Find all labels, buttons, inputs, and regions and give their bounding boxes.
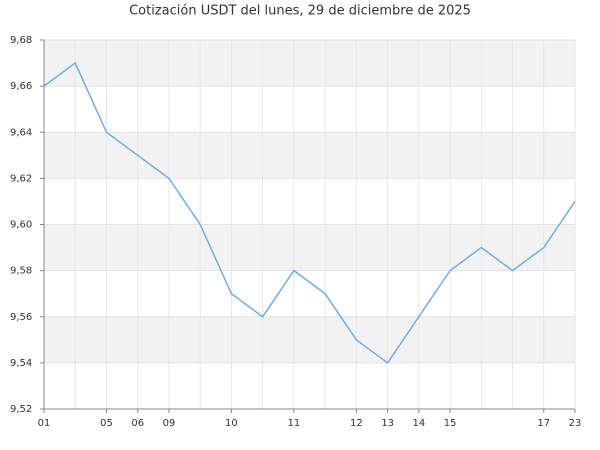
x-tick-label: 14 <box>412 418 425 429</box>
chart-title: Cotización USDT del lunes, 29 de diciemb… <box>129 4 471 19</box>
grid-band <box>44 316 575 363</box>
x-tick-label: 06 <box>131 418 144 429</box>
y-tick-label: 9,52 <box>10 404 32 415</box>
x-tick-label: 09 <box>163 418 176 429</box>
y-tick-label: 9,56 <box>10 312 32 323</box>
y-tick-label: 9,66 <box>10 81 32 92</box>
x-tick-label: 05 <box>100 418 113 429</box>
x-tick-label: 23 <box>569 418 582 429</box>
line-series <box>43 61 576 364</box>
x-tick-label: 12 <box>350 418 363 429</box>
x-tick-label: 01 <box>38 418 51 429</box>
y-tick-label: 9,58 <box>10 266 32 277</box>
y-tick-label: 9,62 <box>10 173 32 184</box>
y-tick-label: 9,60 <box>10 220 32 231</box>
x-tick-label: 11 <box>288 418 301 429</box>
x-tick-label: 15 <box>444 418 457 429</box>
y-tick-label: 9,54 <box>10 358 32 369</box>
grid-band <box>44 40 575 87</box>
grid-band <box>44 132 575 179</box>
x-tick-label: 10 <box>225 418 238 429</box>
x-tick-label: 17 <box>537 418 550 429</box>
y-tick-label: 9,68 <box>10 35 32 46</box>
x-tick-label: 13 <box>381 418 394 429</box>
y-tick-label: 9,64 <box>10 127 32 138</box>
grid-band <box>44 224 575 271</box>
